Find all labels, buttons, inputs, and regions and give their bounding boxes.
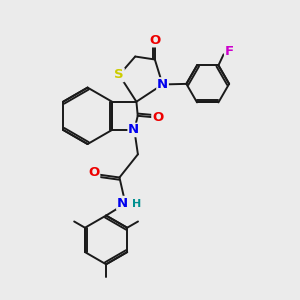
Text: H: H	[132, 199, 141, 209]
Text: O: O	[149, 34, 160, 47]
Text: S: S	[114, 68, 124, 82]
Text: N: N	[157, 78, 168, 91]
Text: O: O	[88, 166, 100, 179]
Text: O: O	[152, 111, 163, 124]
Text: N: N	[117, 196, 128, 210]
Text: F: F	[225, 45, 234, 58]
Text: N: N	[128, 123, 139, 136]
